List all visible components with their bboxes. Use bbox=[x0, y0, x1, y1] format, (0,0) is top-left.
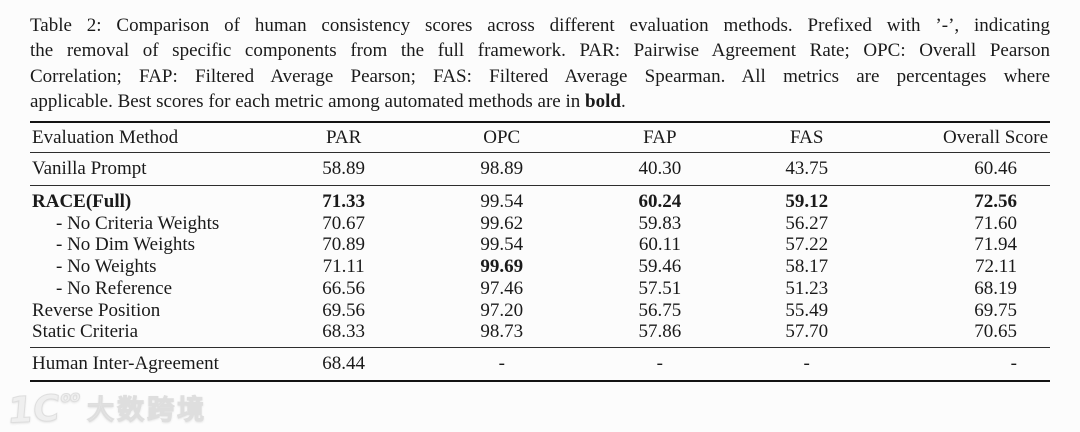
table-row-static-criteria: Static Criteria 68.33 98.73 57.86 57.70 … bbox=[30, 321, 1050, 348]
overall-cell: 70.65 bbox=[869, 321, 1050, 348]
fap-cell: - bbox=[656, 352, 663, 374]
fap-cell: 57.51 bbox=[638, 277, 682, 299]
fas-cell: - bbox=[803, 352, 810, 374]
opc-cell: 97.46 bbox=[480, 277, 524, 299]
method-cell: Vanilla Prompt bbox=[30, 152, 260, 187]
caption-bold-word: bold bbox=[585, 91, 621, 113]
par-cell: 70.67 bbox=[322, 212, 366, 234]
par-cell: 69.56 bbox=[322, 299, 366, 321]
fas-cell: 55.49 bbox=[785, 299, 829, 321]
overall-cell: 60.46 bbox=[869, 152, 1050, 187]
overall-cell: 69.75 bbox=[974, 299, 1017, 321]
overall-cell: 68.19 bbox=[974, 277, 1017, 299]
overall-cell: 71.94 bbox=[974, 234, 1017, 256]
fap-cell: 57.86 bbox=[575, 321, 744, 348]
par-cell: 71.11 bbox=[322, 256, 365, 278]
header-row: Evaluation Method PAR OPC FAP FAS Overal… bbox=[30, 121, 1050, 154]
overall-cell: - bbox=[1010, 352, 1017, 374]
column-header-par: PAR bbox=[259, 121, 428, 154]
table-caption: Table 2: Comparison of human consistency… bbox=[30, 13, 1050, 115]
caption-line: applicable. Best scores for each metric … bbox=[30, 89, 1050, 114]
fas-cell: 57.22 bbox=[785, 234, 829, 256]
opc-cell: - bbox=[498, 352, 505, 374]
opc-cell: 99.62 bbox=[480, 212, 524, 234]
results-table: Evaluation Method PAR OPC FAP FAS Overal… bbox=[30, 120, 1050, 382]
table-row-human-inter-agreement: Human Inter-Agreement 68.44 - - - - bbox=[30, 347, 1050, 380]
brand-name: 大数跨境 bbox=[87, 395, 208, 427]
table-row-no-weights: - No Weights 71.11 99.69 59.46 58.17 72.… bbox=[30, 256, 1050, 278]
fap-cell: 60.11 bbox=[638, 234, 681, 256]
watermark: 1Coo 大数跨境 bbox=[5, 387, 208, 432]
table-row-vanilla-prompt: Vanilla Prompt 58.89 98.89 40.30 43.75 6… bbox=[30, 152, 1050, 187]
fas-cell: 56.27 bbox=[785, 212, 829, 234]
par-cell: 71.33 bbox=[322, 191, 366, 213]
caption-line: Correlation; FAP: Filtered Average Pears… bbox=[30, 65, 1050, 87]
overall-cell: 72.11 bbox=[974, 256, 1017, 278]
fap-cell: 59.46 bbox=[638, 256, 682, 278]
par-cell: 70.89 bbox=[322, 234, 366, 256]
fap-cell: 40.30 bbox=[575, 152, 744, 187]
method-cell: RACE(Full) bbox=[32, 191, 132, 213]
column-header-fap: FAP bbox=[575, 121, 744, 154]
method-cell: - No Criteria Weights bbox=[56, 212, 220, 234]
opc-cell: 99.69 bbox=[480, 256, 524, 278]
par-cell: 66.56 bbox=[322, 277, 366, 299]
opc-cell: 99.54 bbox=[480, 234, 524, 256]
table-row-no-dim-weights: - No Dim Weights 70.89 99.54 60.11 57.22… bbox=[30, 234, 1050, 256]
method-cell: Human Inter-Agreement bbox=[32, 352, 219, 374]
fap-cell: 56.75 bbox=[638, 299, 682, 321]
par-cell: 58.89 bbox=[259, 152, 428, 187]
opc-cell: 98.89 bbox=[427, 152, 576, 187]
opc-cell: 98.73 bbox=[427, 321, 576, 348]
fas-cell: 51.23 bbox=[785, 277, 829, 299]
column-header-overall-score: Overall Score bbox=[869, 121, 1050, 154]
fap-cell: 60.24 bbox=[638, 191, 682, 213]
column-header-opc: OPC bbox=[427, 121, 576, 154]
opc-cell: 99.54 bbox=[480, 191, 524, 213]
method-cell: - No Weights bbox=[56, 256, 157, 278]
fas-cell: 58.17 bbox=[785, 256, 829, 278]
opc-cell: 97.20 bbox=[480, 299, 524, 321]
method-cell: - No Dim Weights bbox=[56, 234, 196, 256]
caption-line: Table 2: Comparison of human consistency… bbox=[30, 15, 1050, 36]
par-cell: 68.33 bbox=[259, 321, 428, 348]
overall-cell: 71.60 bbox=[974, 212, 1017, 234]
fas-cell: 59.12 bbox=[785, 191, 829, 213]
method-cell: - No Reference bbox=[56, 277, 173, 299]
brand-logo-icon: 1Coo bbox=[5, 387, 81, 432]
fap-cell: 59.83 bbox=[638, 212, 682, 234]
column-header-fas: FAS bbox=[743, 121, 870, 154]
par-cell: 68.44 bbox=[322, 352, 366, 374]
table-row-no-criteria-weights: - No Criteria Weights 70.67 99.62 59.83 … bbox=[30, 213, 1050, 235]
caption-text: applicable. Best scores for each metric … bbox=[30, 91, 586, 113]
caption-text: . bbox=[620, 91, 626, 113]
table-row-race-full: RACE(Full) 71.33 99.54 60.24 59.12 72.56 bbox=[30, 186, 1050, 213]
overall-cell: 72.56 bbox=[974, 191, 1017, 213]
fas-cell: 57.70 bbox=[743, 321, 870, 348]
fas-cell: 43.75 bbox=[743, 152, 870, 187]
table-row-reverse-position: Reverse Position 69.56 97.20 56.75 55.49… bbox=[30, 300, 1050, 322]
method-cell: Static Criteria bbox=[30, 321, 260, 348]
method-cell: Reverse Position bbox=[32, 299, 161, 321]
column-header-evaluation-method: Evaluation Method bbox=[30, 121, 260, 154]
caption-line: the removal of specific components from … bbox=[30, 40, 1050, 62]
table-row-no-reference: - No Reference 66.56 97.46 57.51 51.23 6… bbox=[30, 278, 1050, 300]
